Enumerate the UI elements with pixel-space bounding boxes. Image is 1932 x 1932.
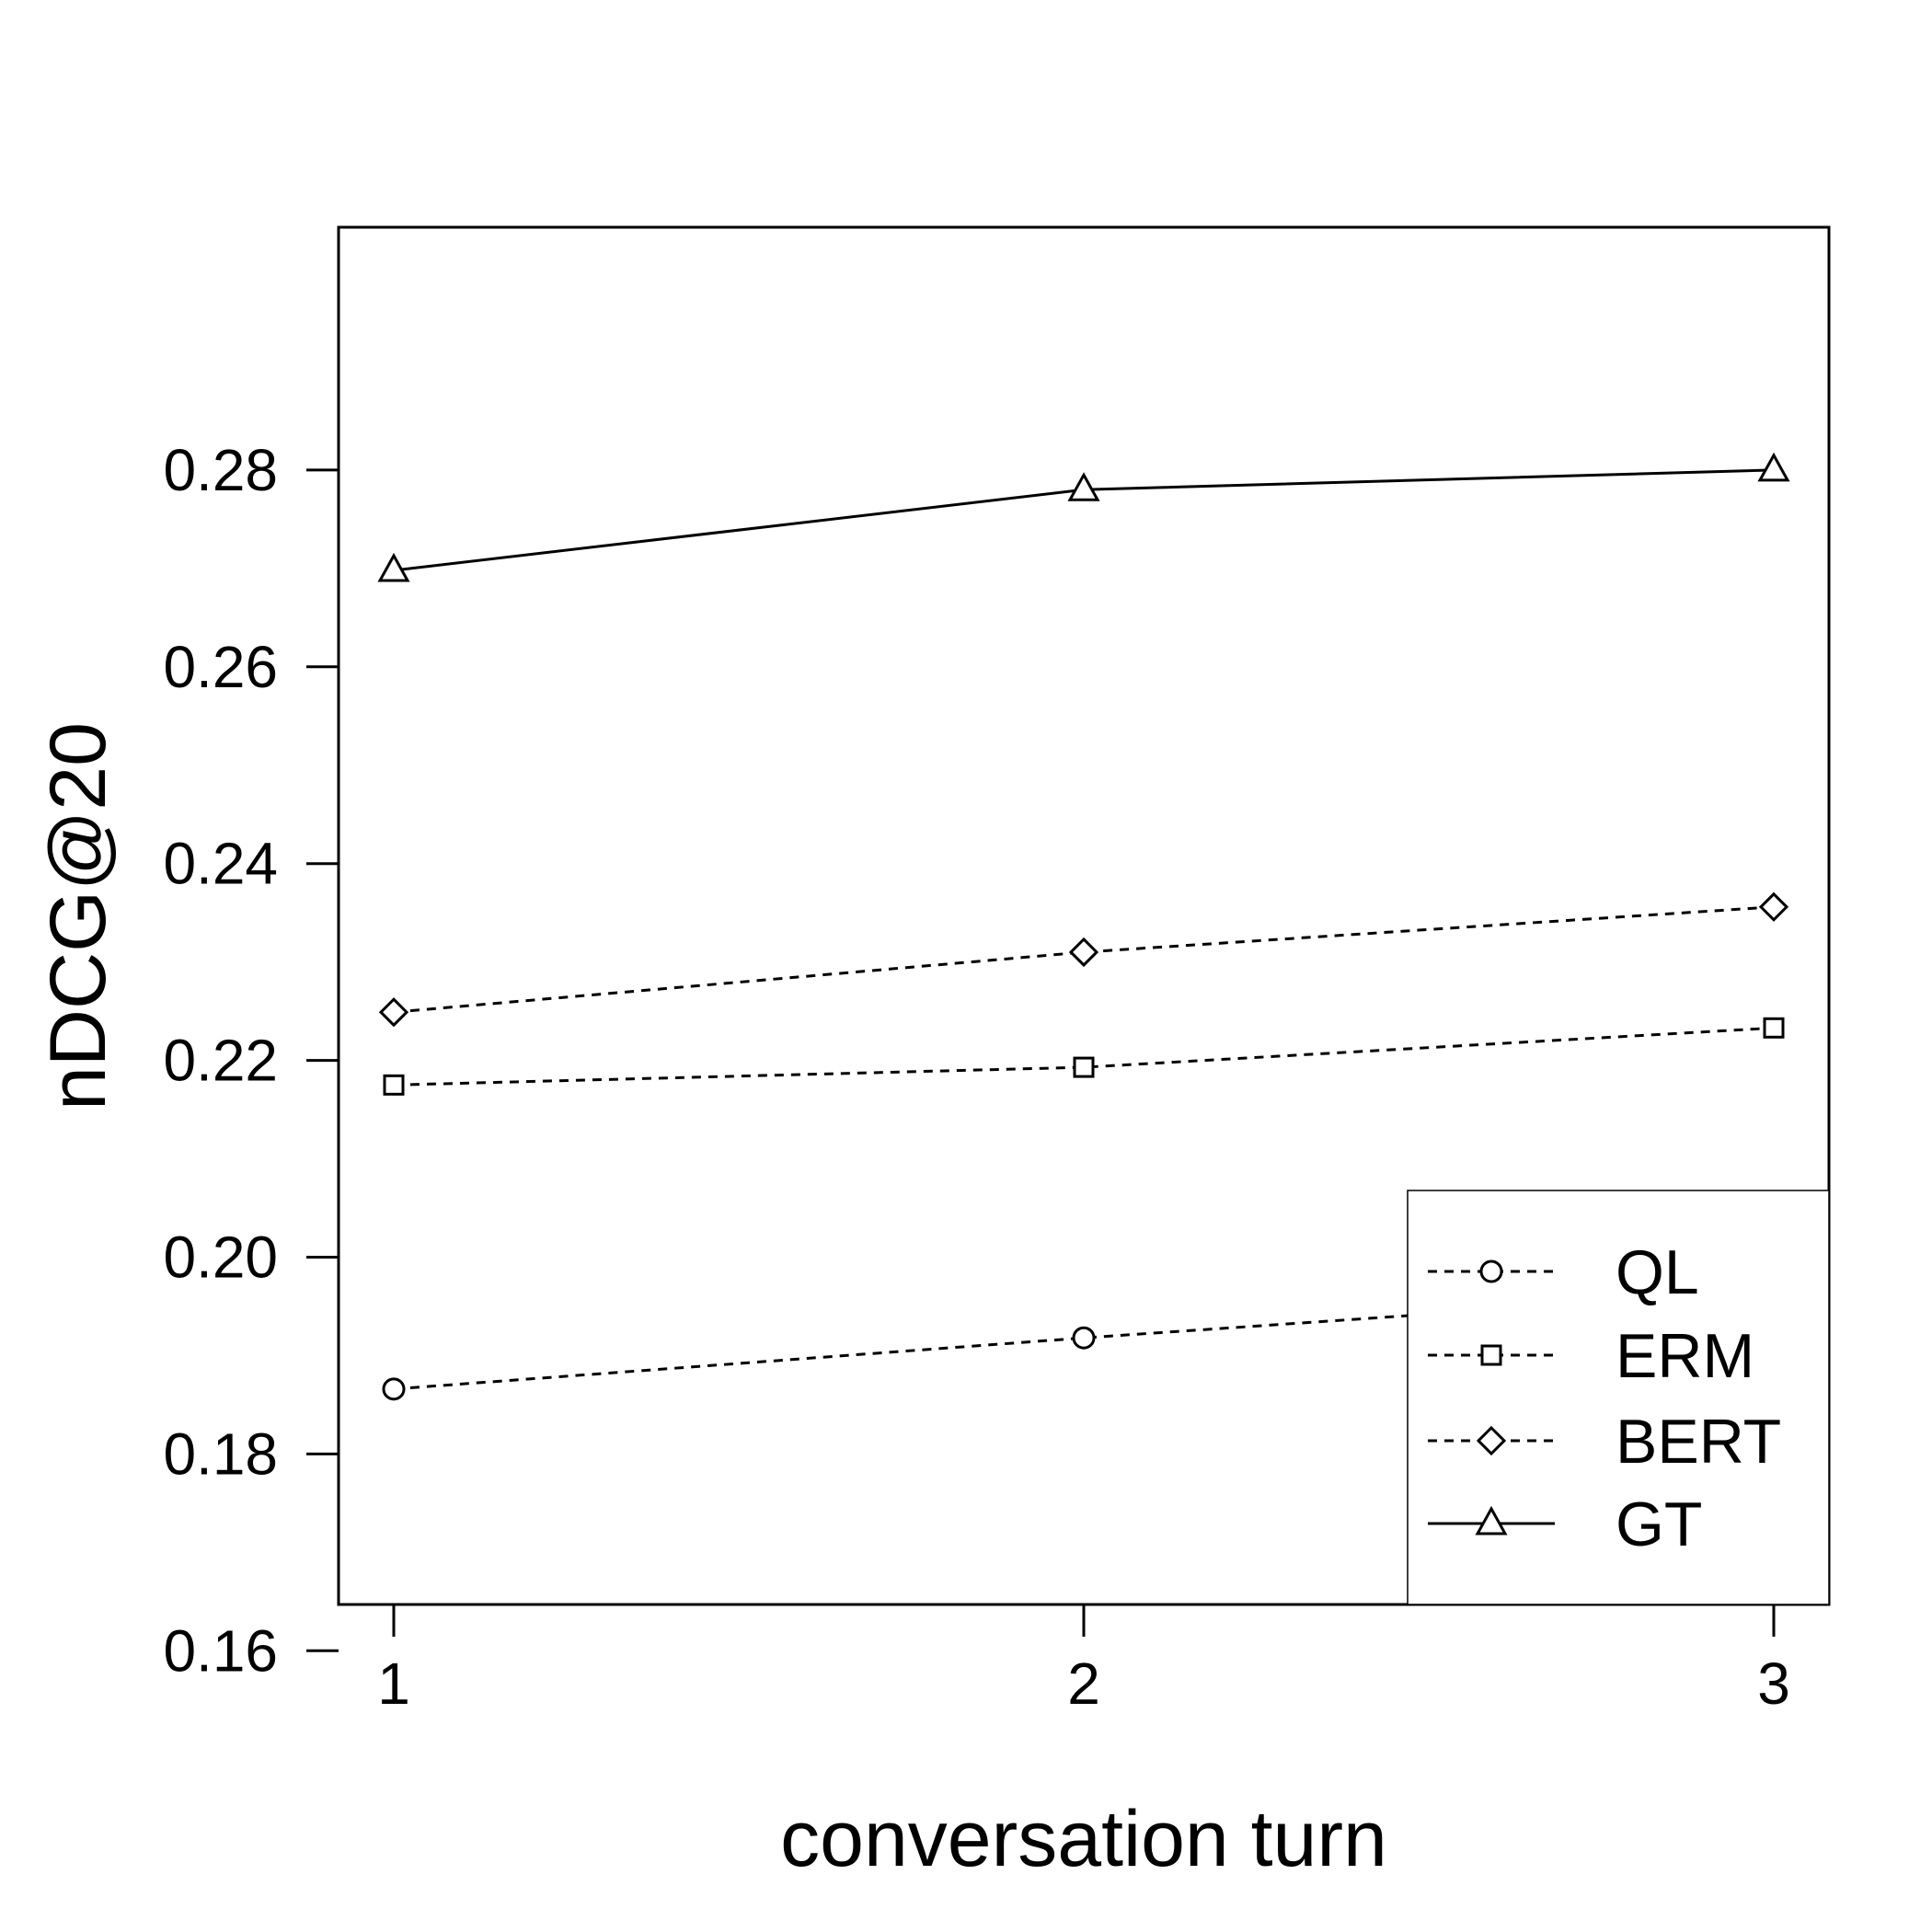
y-tick-label-2: 0.20 <box>163 1225 278 1291</box>
legend-label-erm: ERM <box>1616 1321 1754 1391</box>
point-ql-1 <box>382 1377 406 1401</box>
point-erm-1 <box>383 1074 405 1096</box>
point-erm-2 <box>1073 1056 1095 1078</box>
point-gt-3 <box>1757 452 1790 482</box>
y-axis-label: nDCG@20 <box>34 722 122 1110</box>
legend-marker-gt <box>1475 1505 1508 1535</box>
y-tick-label-4: 0.24 <box>163 831 278 897</box>
series-erm <box>383 1017 1785 1096</box>
point-bert-2 <box>1068 937 1099 968</box>
series-layer <box>377 452 1790 1401</box>
legend-marker-bert <box>1476 1425 1507 1456</box>
x-tick-label-0: 1 <box>377 1650 410 1717</box>
x-axis-label: conversation turn <box>780 1795 1387 1883</box>
legend-marker-erm <box>1480 1344 1502 1366</box>
y-axis: 0.16 0.18 0.20 0.22 0.24 0.26 0.28 <box>163 437 339 1684</box>
point-ql-2 <box>1072 1326 1096 1350</box>
x-tick-label-1: 2 <box>1067 1650 1100 1717</box>
point-gt-1 <box>377 552 410 582</box>
y-tick-label-5: 0.26 <box>163 634 278 700</box>
legend-label-ql: QL <box>1616 1237 1699 1307</box>
legend-label-bert: BERT <box>1616 1407 1781 1477</box>
legend-label-gt: GT <box>1616 1489 1702 1559</box>
x-tick-label-2: 3 <box>1757 1650 1790 1717</box>
point-bert-3 <box>1758 891 1789 922</box>
series-line-erm <box>393 1026 1775 1087</box>
y-tick-label-3: 0.22 <box>163 1028 278 1094</box>
series-gt <box>377 452 1790 582</box>
point-erm-3 <box>1763 1017 1785 1039</box>
y-tick-label-6: 0.28 <box>163 437 278 503</box>
legend-marker-ql <box>1479 1259 1503 1283</box>
point-gt-2 <box>1067 472 1100 501</box>
y-tick-label-1: 0.18 <box>163 1420 278 1487</box>
legend: QL ERM BERT GT <box>1407 1190 1830 1605</box>
legend-box <box>1407 1190 1830 1605</box>
point-bert-1 <box>378 997 409 1028</box>
x-axis: 1 2 3 <box>377 1604 1790 1717</box>
y-tick-label-0: 0.16 <box>163 1617 278 1684</box>
series-bert <box>378 891 1789 1028</box>
